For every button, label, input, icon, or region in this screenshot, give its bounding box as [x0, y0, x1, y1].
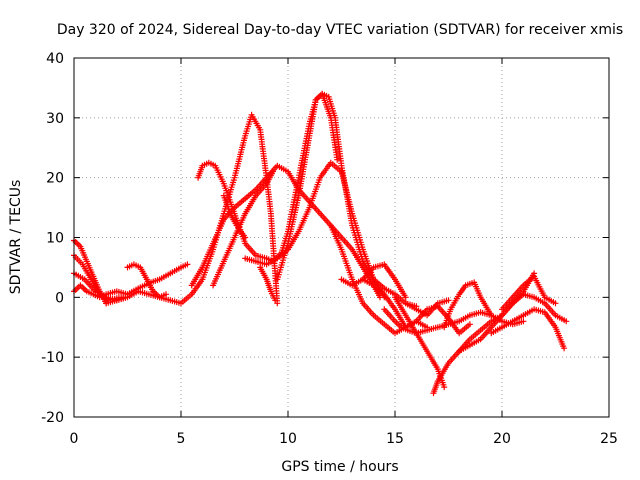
x-tick-label: 10 [279, 431, 297, 447]
series-track-22 [456, 291, 570, 355]
x-axis-label: GPS time / hours [281, 459, 398, 475]
series-track-5 [103, 111, 281, 307]
y-axis-label: SDTVAR / TECUs [8, 180, 24, 295]
series-markers [402, 297, 452, 319]
x-tick-label: 15 [386, 431, 404, 447]
series-track-24 [499, 273, 559, 313]
y-tick-label: 30 [46, 111, 64, 127]
x-tick-label: 25 [600, 431, 618, 447]
series-markers [103, 111, 281, 307]
axis-ticks: 0 5 10 15 20 25 -20 -10 0 10 20 30 40 [41, 51, 618, 447]
series-track-21 [441, 279, 495, 331]
x-tick-label: 5 [177, 431, 186, 447]
series-markers [220, 192, 249, 241]
series-track-19 [402, 297, 452, 319]
x-tick-label: 20 [493, 431, 511, 447]
series-markers [210, 168, 276, 289]
chart-title: Day 320 of 2024, Sidereal Day-to-day VTE… [57, 22, 623, 38]
data-series [71, 90, 570, 397]
series-markers [257, 264, 279, 304]
y-tick-label: 10 [46, 231, 64, 247]
series-track-10 [220, 192, 249, 241]
series-track-12 [257, 264, 279, 304]
y-tick-label: 0 [55, 290, 64, 306]
series-markers [441, 279, 495, 331]
x-tick-label: 0 [70, 431, 79, 447]
series-markers [124, 261, 169, 301]
series-track-23 [488, 306, 568, 352]
y-tick-label: 40 [46, 51, 64, 67]
series-markers [456, 291, 570, 355]
series-markers [274, 90, 420, 310]
y-tick-label: -20 [41, 410, 64, 426]
series-markers [488, 306, 568, 352]
y-tick-label: -10 [41, 350, 64, 366]
series-markers [338, 261, 409, 301]
y-tick-label: 20 [46, 171, 64, 187]
series-markers [499, 273, 559, 313]
series-track-9 [210, 168, 276, 289]
series-track-13 [274, 90, 420, 310]
series-track-15 [338, 261, 409, 301]
series-track-6 [124, 261, 169, 301]
